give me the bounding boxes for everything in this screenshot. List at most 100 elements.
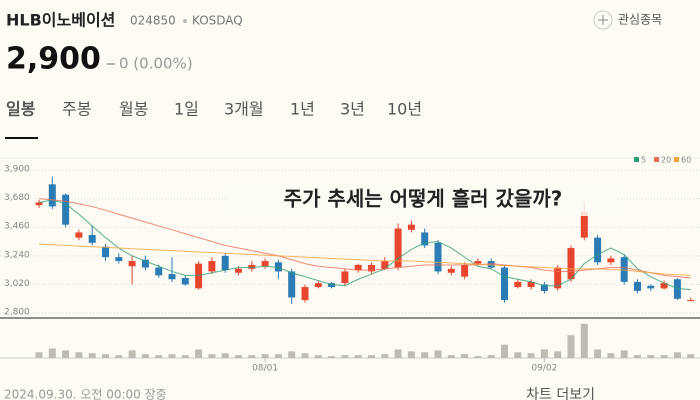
candle-body: [48, 184, 56, 207]
candle-body: [514, 281, 522, 288]
volume-bar: [567, 335, 575, 358]
chart-title: 주가 추세는 어떻게 흘러 갔을까?: [284, 187, 563, 211]
period-tab[interactable]: 10년: [387, 100, 422, 119]
volume-bar: [407, 351, 415, 358]
candle-body: [647, 285, 655, 289]
volume-bar: [328, 356, 336, 358]
volume-bar: [35, 352, 43, 358]
period-tab[interactable]: 3개월: [224, 100, 264, 119]
volume-bar: [314, 355, 322, 358]
candle-body: [368, 264, 375, 272]
title-backdrop: [228, 184, 618, 216]
period-tab[interactable]: 1일: [174, 100, 199, 119]
volume-bar: [394, 349, 402, 358]
market: KOSDAQ: [192, 14, 243, 28]
candle-body: [501, 267, 508, 301]
period-tab[interactable]: 일봉: [6, 100, 36, 119]
candle-body: [447, 268, 455, 273]
price: 2,900: [6, 42, 101, 77]
candle-body: [461, 264, 469, 277]
volume-bar: [208, 354, 216, 358]
volume-bar: [607, 353, 615, 358]
candle-body: [115, 257, 123, 262]
candle-body: [88, 235, 96, 243]
candle-body: [261, 261, 269, 267]
volume-bar: [88, 353, 96, 358]
volume-bar: [168, 354, 176, 358]
y-tick-label: 3,900: [4, 165, 30, 175]
volume-bar: [634, 355, 641, 358]
candle-body: [328, 283, 336, 288]
volume-bar: [527, 353, 535, 358]
watch-button[interactable]: 관심종목: [618, 13, 662, 27]
plus: [598, 15, 608, 25]
candle-body: [434, 242, 442, 272]
volume-bar: [195, 349, 203, 358]
candle-body: [527, 281, 535, 288]
volume-bar: [102, 354, 109, 358]
volume-bar: [235, 355, 242, 358]
candle-body: [407, 224, 415, 230]
legend-label: 20: [661, 156, 671, 165]
legend-swatch: [674, 157, 679, 162]
legend-label: 5: [641, 156, 646, 165]
volume-bar: [248, 355, 256, 358]
candle-body: [181, 277, 189, 285]
volume-bar: [155, 355, 163, 358]
volume-bar: [594, 349, 602, 358]
timestamp: 2024.09.30. 오전 00:00 장중: [4, 388, 167, 400]
candle-body: [208, 261, 216, 272]
candle-body: [235, 268, 242, 273]
more-link[interactable]: 차트 더보기: [526, 387, 595, 400]
candle-body: [221, 255, 229, 271]
candle-body: [314, 283, 322, 288]
candle-body: [607, 258, 615, 263]
price-change: 0 (0.00%): [119, 55, 193, 73]
volume-bar: [368, 355, 375, 358]
volume-bar: [141, 354, 149, 358]
legend-swatch: [634, 157, 639, 162]
volume-bar: [421, 352, 429, 358]
y-tick-label: 3,460: [4, 222, 30, 232]
volume-bar: [48, 348, 56, 358]
candle-body: [540, 284, 548, 291]
moving-average-line: [38, 199, 691, 291]
period-tab[interactable]: 3년: [340, 100, 365, 119]
candle-body: [248, 264, 256, 269]
volume-bar: [128, 350, 136, 358]
candle-body: [274, 262, 282, 272]
legend-swatch: [654, 157, 659, 162]
volume-bar: [647, 355, 655, 358]
volume-bar: [381, 354, 389, 358]
volume-bar: [487, 355, 495, 358]
period-tab[interactable]: 1년: [290, 100, 315, 119]
period-tab[interactable]: 주봉: [62, 100, 91, 119]
volume-bar: [540, 349, 548, 358]
period-tab[interactable]: 월봉: [119, 100, 148, 119]
candle-body: [62, 194, 70, 225]
x-tick-label: 09/02: [531, 364, 557, 374]
candle-body: [394, 228, 402, 268]
volume-bar: [274, 354, 282, 358]
volume-bar: [341, 355, 349, 358]
volume-bar: [673, 352, 681, 358]
candle-body: [75, 232, 83, 238]
candle-body: [554, 267, 562, 289]
x-tick-label: 08/01: [252, 364, 278, 374]
volume-bar: [554, 351, 562, 358]
candle-body: [381, 261, 389, 269]
volume-bar: [62, 350, 70, 358]
moving-average-line: [38, 243, 691, 276]
volume-bar: [221, 353, 229, 358]
candle-body: [155, 267, 163, 276]
volume-bar: [447, 355, 455, 358]
watch-icon[interactable]: [593, 10, 613, 30]
volume-bar: [354, 355, 362, 358]
candle-body: [301, 287, 309, 301]
candle-body: [421, 232, 429, 246]
candle-body: [102, 246, 109, 258]
volume-bar: [288, 351, 296, 358]
candle-body: [168, 274, 176, 280]
candle-body: [673, 279, 681, 299]
